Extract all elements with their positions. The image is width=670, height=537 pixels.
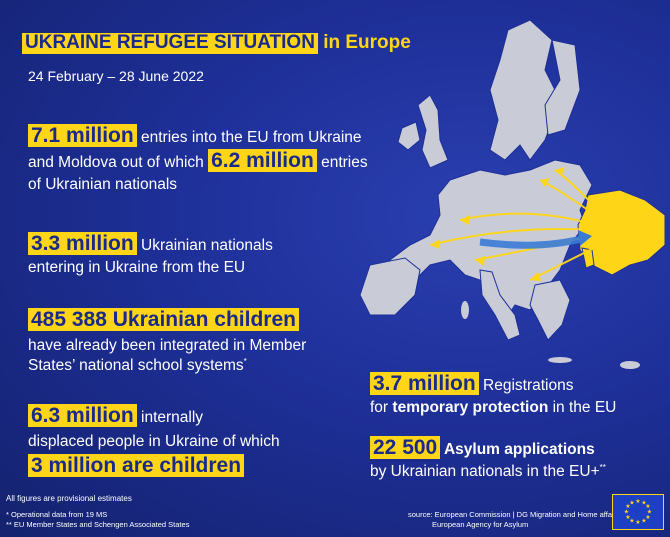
children-text2: States’ national school systems	[28, 357, 244, 375]
map-sardinia	[461, 301, 469, 319]
registrations-value: 3.7 million	[370, 372, 479, 396]
svg-text:★: ★	[625, 514, 630, 521]
svg-text:★: ★	[629, 518, 634, 525]
date-range: 24 February – 28 June 2022	[28, 68, 204, 84]
stat-entries: 7.1 million entries into the EU from Ukr…	[28, 124, 408, 193]
asylum-mark: **	[599, 462, 606, 472]
map-finland	[544, 39, 581, 136]
map-cyprus	[620, 361, 640, 369]
source-line1: source: European Commission | DG Migrati…	[408, 510, 620, 519]
map-arrows	[429, 169, 601, 281]
map-iberia	[359, 257, 421, 316]
idp-text1: internally	[136, 409, 204, 426]
idp-text2: displaced people in Ukraine of which	[28, 433, 280, 451]
footnote-1: * Operational data from 19 MS	[6, 510, 108, 519]
registrations-text2a: for	[370, 399, 393, 417]
returns-value: 3.3 million	[28, 232, 137, 256]
source-line2: European Agency for Asylum	[432, 520, 529, 530]
page-title: UKRAINE REFUGEE SITUATION in Europe	[22, 32, 411, 54]
map-italy	[479, 269, 521, 341]
map-ukraine	[577, 189, 666, 276]
stat-idp: 6.3 million internally displaced people …	[28, 404, 408, 478]
stat-registrations: 3.7 million Registrations for temporary …	[370, 372, 660, 416]
asylum-text2: by Ukrainian nationals in the EU+	[370, 463, 600, 481]
map-uk	[417, 94, 449, 169]
provisional-note: All figures are provisional estimates	[6, 494, 132, 503]
entries-text2: and Moldova out of which	[28, 154, 204, 172]
svg-text:★: ★	[624, 509, 629, 516]
children-value: 485 388 Ukrainian children	[28, 308, 299, 332]
registrations-text1: Registrations	[478, 377, 574, 394]
map-scandinavia	[489, 19, 561, 161]
map-crete	[548, 357, 572, 363]
returns-text2: entering in Ukraine from the EU	[28, 259, 246, 277]
entries-text3: entries	[316, 154, 368, 172]
map-balkans	[529, 279, 571, 341]
svg-text:★: ★	[625, 503, 630, 510]
asylum-value: 22 500	[370, 436, 441, 460]
europe-map	[359, 19, 666, 369]
entries-text4: of Ukrainian nationals	[28, 176, 178, 194]
returns-text1: Ukrainian nationals	[136, 237, 273, 254]
svg-text:★: ★	[641, 500, 646, 507]
entries-value2: 6.2 million	[208, 149, 317, 173]
children-mark: *	[243, 356, 247, 366]
stat-children: 485 388 Ukrainian children have already …	[28, 308, 408, 374]
asylum-text1: Asylum applications	[440, 441, 595, 458]
title-highlight: UKRAINE REFUGEE SITUATION	[22, 32, 318, 54]
eu-stars: ★ ★ ★ ★ ★ ★ ★ ★ ★ ★ ★ ★	[624, 498, 652, 526]
entries-value: 7.1 million	[28, 124, 137, 148]
title-rest: in Europe	[317, 32, 411, 53]
svg-text:★: ★	[645, 503, 650, 510]
idp-value2: 3 million are children	[28, 454, 245, 478]
svg-text:★: ★	[629, 500, 634, 507]
svg-text:★: ★	[647, 509, 652, 516]
children-text1: have already been integrated in Member	[28, 337, 307, 355]
eu-flag-logo: ★ ★ ★ ★ ★ ★ ★ ★ ★ ★ ★ ★	[612, 494, 664, 530]
footnotes: * Operational data from 19 MS ** EU Memb…	[6, 510, 189, 530]
map-ireland	[397, 121, 421, 151]
svg-text:★: ★	[641, 518, 646, 525]
entries-text1: entries into the EU from Ukraine	[136, 129, 362, 146]
stat-asylum: 22 500 Asylum applications by Ukrainian …	[370, 436, 665, 480]
svg-text:★: ★	[645, 514, 650, 521]
map-return-arrow	[479, 234, 586, 249]
registrations-text2c: in the EU	[548, 399, 617, 417]
idp-value: 6.3 million	[28, 404, 137, 428]
footnote-2: ** EU Member States and Schengen Associa…	[6, 520, 190, 530]
stat-returns: 3.3 million Ukrainian nationals entering…	[28, 232, 408, 276]
svg-text:★: ★	[635, 519, 640, 526]
svg-text:★: ★	[635, 498, 640, 505]
source-note: source: European Commission | DG Migrati…	[408, 510, 620, 530]
registrations-text2b: temporary protection	[392, 399, 549, 417]
